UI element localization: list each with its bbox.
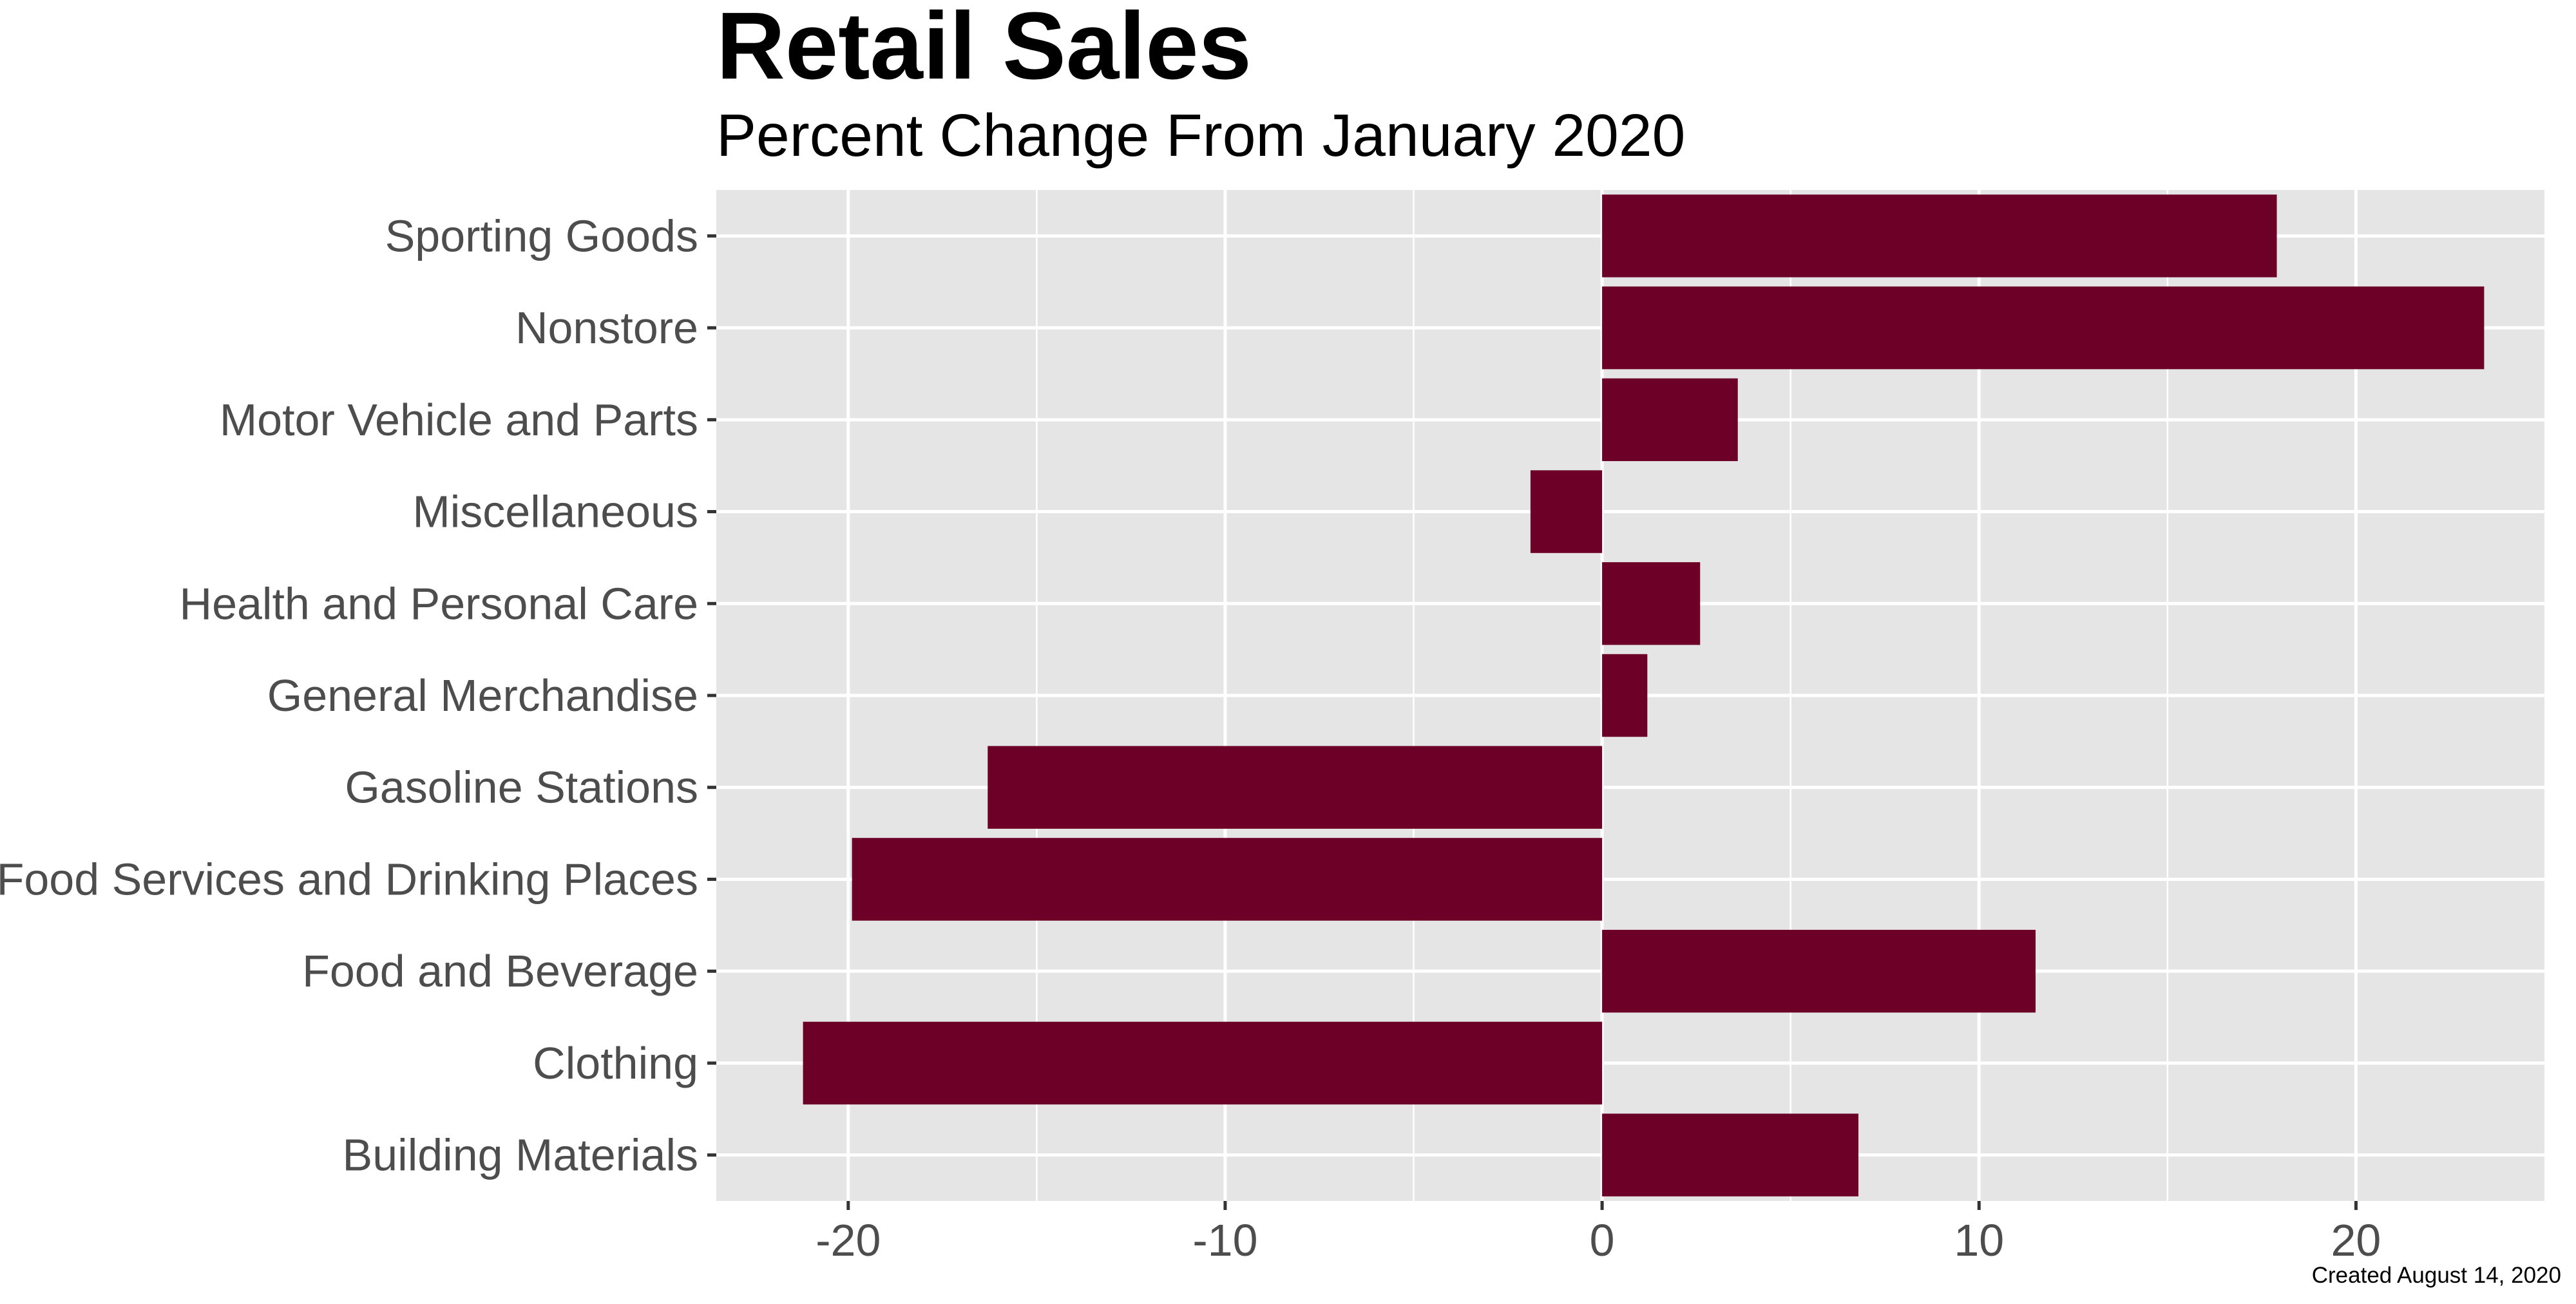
bar-health-and-personal-care: [1602, 562, 1700, 645]
bar-gasoline-stations: [987, 746, 1602, 829]
y-axis: Sporting Goods Nonstore Motor Vehicle and …: [0, 211, 716, 1180]
y-tick-label: Motor Vehicle and Parts: [220, 395, 698, 445]
x-axis: -20 -10 0 10 20: [816, 1201, 2381, 1265]
bar-nonstore: [1602, 287, 2484, 369]
y-tick-label: General Merchandise: [267, 670, 698, 721]
bar-sporting-goods: [1602, 194, 2276, 277]
y-tick-label: Sporting Goods: [385, 211, 698, 261]
y-tick-label: Food Services and Drinking Places: [0, 854, 698, 904]
y-tick-label: Building Materials: [343, 1130, 698, 1180]
y-tick-label: Miscellaneous: [412, 487, 698, 537]
chart-caption: Created August 14, 2020: [2312, 1263, 2561, 1288]
y-tick-label: Health and Personal Care: [180, 578, 698, 628]
x-tick-label: 20: [2331, 1215, 2381, 1265]
y-tick-label: Food and Beverage: [302, 946, 698, 996]
x-tick-label: -10: [1192, 1215, 1257, 1265]
chart-title: Retail Sales: [716, 0, 1252, 99]
bar-miscellaneous: [1531, 470, 1602, 553]
bar-general-merchandise: [1602, 654, 1647, 737]
x-tick-label: 10: [1954, 1215, 2004, 1265]
x-tick-label: 0: [1590, 1215, 1615, 1265]
chart-subtitle: Percent Change From January 2020: [716, 102, 1685, 169]
bar-clothing: [803, 1022, 1603, 1104]
y-tick-label: Clothing: [533, 1038, 698, 1088]
y-tick-label: Nonstore: [515, 303, 698, 353]
y-tick-label: Gasoline Stations: [345, 762, 698, 813]
bar-motor-vehicle-and-parts: [1602, 379, 1738, 461]
x-tick-label: -20: [816, 1215, 881, 1265]
bar-food-services-and-drinking-places: [852, 838, 1602, 920]
bar-building-materials: [1602, 1113, 1858, 1196]
bar-food-and-beverage: [1602, 930, 2036, 1012]
